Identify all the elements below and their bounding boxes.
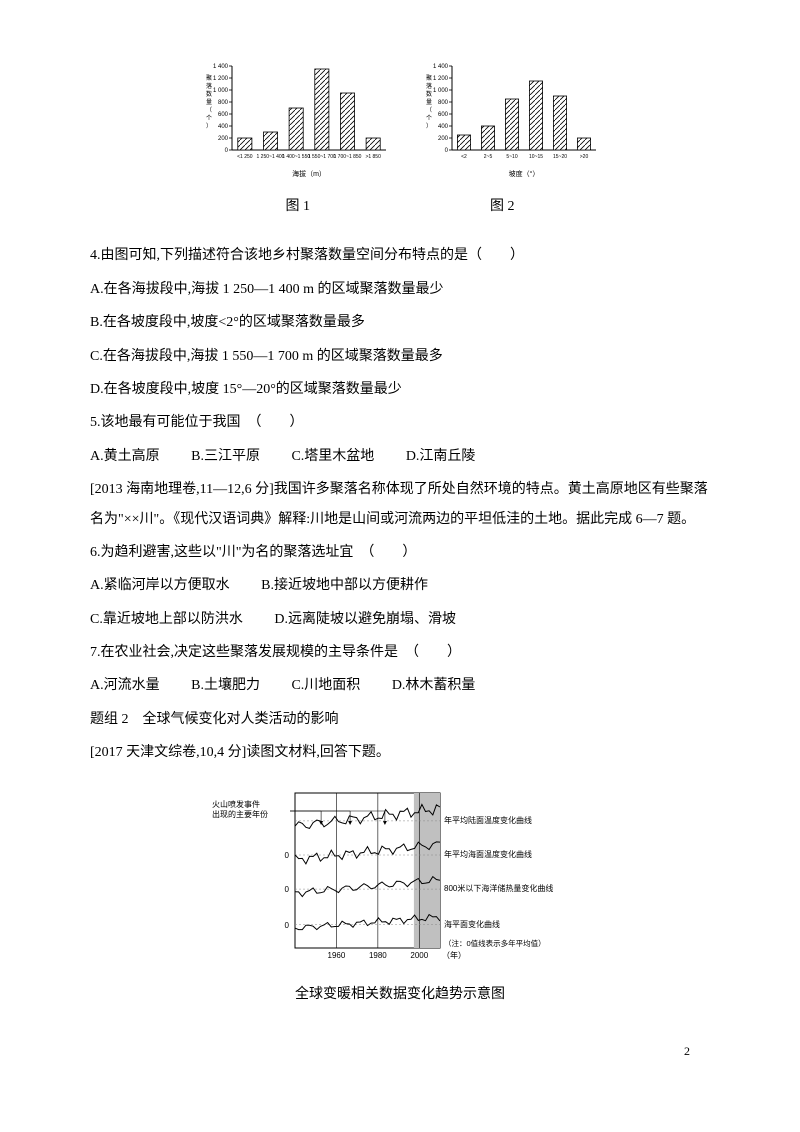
svg-text:年平均海面温度变化曲线: 年平均海面温度变化曲线 <box>444 849 532 859</box>
svg-text:1 250~1 400: 1 250~1 400 <box>257 154 285 160</box>
chart1-box: 0 200 400 600 800 1 000 1 200 1 400聚落数量（个） <1 25… <box>200 60 390 180</box>
svg-text:1960: 1960 <box>328 951 346 960</box>
svg-text:400: 400 <box>218 124 229 130</box>
chart1-caption: 图 1 <box>286 192 311 221</box>
svg-text:）: ） <box>206 123 212 130</box>
svg-text:落: 落 <box>206 82 212 90</box>
svg-text:）: ） <box>426 123 432 130</box>
q5-option-a: A.黄土高原 <box>90 442 160 471</box>
svg-text:个: 个 <box>426 115 432 122</box>
svg-text:600: 600 <box>218 112 229 118</box>
svg-text:<1 250: <1 250 <box>237 154 253 160</box>
svg-text:10~15: 10~15 <box>529 154 543 160</box>
q7-option-b: B.土壤肥力 <box>191 671 260 700</box>
chart1: 0 200 400 600 800 1 000 1 200 1 400聚落数量（个） <1 25… <box>200 60 390 180</box>
svg-text:聚: 聚 <box>206 75 212 82</box>
svg-text:800米以下海洋储热量变化曲线: 800米以下海洋储热量变化曲线 <box>444 883 553 893</box>
q6-options-row2: C.靠近坡地上部以防洪水 D.远离陡坡以避免崩塌、滑坡 <box>90 605 710 634</box>
q5-options: A.黄土高原 B.三江平原 C.塔里木盆地 D.江南丘陵 <box>90 442 710 471</box>
svg-text:5~10: 5~10 <box>506 154 517 160</box>
svg-text:1 550~1 700: 1 550~1 700 <box>308 154 336 160</box>
svg-text:坡度（°）: 坡度（°） <box>509 169 540 178</box>
q7-stem: 7.在农业社会,决定这些聚落发展规模的主导条件是 （ ） <box>90 638 710 667</box>
chart2-caption: 图 2 <box>490 192 515 221</box>
svg-text:0: 0 <box>285 851 290 860</box>
q5-option-d: D.江南丘陵 <box>406 442 476 471</box>
svg-text:0: 0 <box>285 885 290 894</box>
svg-text:600: 600 <box>438 112 449 118</box>
svg-text:海平面变化曲线: 海平面变化曲线 <box>444 918 500 928</box>
q6-option-c: C.靠近坡地上部以防洪水 <box>90 605 243 634</box>
svg-text:1 200: 1 200 <box>213 76 229 82</box>
svg-text:1 000: 1 000 <box>213 88 229 94</box>
svg-text:>20: >20 <box>580 154 589 160</box>
svg-text:1 400: 1 400 <box>433 64 449 70</box>
charts-row: 02004006008001 0001 2001 400聚落数量（个）<1 25… <box>90 60 710 180</box>
q6-option-a: A.紧临河岸以方便取水 <box>90 571 230 600</box>
svg-text:火山喷发事件: 火山喷发事件 <box>212 799 260 809</box>
svg-text:2~5: 2~5 <box>484 154 493 160</box>
passage-tj: [2017 天津文综卷,10,4 分]读图文材料,回答下题。 <box>90 738 710 767</box>
q4-option-a: A.在各海拔段中,海拔 1 250—1 400 m 的区域聚落数量最少 <box>90 275 710 304</box>
svg-text:1 200: 1 200 <box>433 76 449 82</box>
q7-option-a: A.河流水量 <box>90 671 160 700</box>
svg-text:15~20: 15~20 <box>553 154 567 160</box>
q4-option-d: D.在各坡度段中,坡度 15°—20°的区域聚落数量最少 <box>90 375 710 404</box>
svg-text:年平均陆面温度变化曲线: 年平均陆面温度变化曲线 <box>444 815 532 825</box>
svg-text:（: （ <box>426 107 432 114</box>
svg-text:落: 落 <box>426 82 432 90</box>
svg-text:（年）: （年） <box>442 950 466 960</box>
svg-text:数: 数 <box>426 90 432 98</box>
svg-text:0: 0 <box>225 148 229 154</box>
q6-options-row1: A.紧临河岸以方便取水 B.接近坡地中部以方便耕作 <box>90 571 710 600</box>
q4-option-b: B.在各坡度段中,坡度<2°的区域聚落数量最多 <box>90 308 710 337</box>
svg-text:>1 850: >1 850 <box>365 154 381 160</box>
chart-captions: 图 1 图 2 <box>90 192 710 221</box>
q6-option-b: B.接近坡地中部以方便耕作 <box>261 571 428 600</box>
svg-text:量: 量 <box>426 99 432 106</box>
svg-text:200: 200 <box>218 136 229 142</box>
q5-option-c: C.塔里木盆地 <box>291 442 374 471</box>
q5-stem: 5.该地最有可能位于我国 （ ） <box>90 408 710 437</box>
page: 02004006008001 0001 2001 400聚落数量（个）<1 25… <box>0 0 800 1094</box>
svg-text:量: 量 <box>206 99 212 106</box>
svg-text:海拔（m）: 海拔（m） <box>292 169 326 178</box>
svg-text:个: 个 <box>206 115 212 122</box>
svg-text:200: 200 <box>438 136 449 142</box>
svg-text:400: 400 <box>438 124 449 130</box>
svg-text:数: 数 <box>206 90 212 98</box>
q5-option-b: B.三江平原 <box>191 442 260 471</box>
chart2: 0 200 400 600 800 1 000 1 200 1 400聚落数量（个） <2 2~5… <box>420 60 600 180</box>
q4-stem: 4.由图可知,下列描述符合该地乡村聚落数量空间分布特点的是（ ） <box>90 241 710 270</box>
q6-stem: 6.为趋利避害,这些以"川"为名的聚落选址宜 （ ） <box>90 538 710 567</box>
svg-text:出现的主要年份: 出现的主要年份 <box>212 809 268 819</box>
svg-text:1 700~1 850: 1 700~1 850 <box>334 154 362 160</box>
svg-text:1980: 1980 <box>369 951 387 960</box>
svg-text:1 000: 1 000 <box>433 88 449 94</box>
svg-text:聚: 聚 <box>426 75 432 82</box>
trend-chart: 1960 1980 2000 （年） 火山喷发事件出现的主要年份年平均陆面温度变化曲线年… <box>210 788 590 968</box>
q7-option-c: C.川地面积 <box>291 671 360 700</box>
q7-options: A.河流水量 B.土壤肥力 C.川地面积 D.林木蓄积量 <box>90 671 710 700</box>
q7-option-d: D.林木蓄积量 <box>392 671 476 700</box>
section2-title: 题组 2 全球气候变化对人类活动的影响 <box>90 705 710 734</box>
svg-text:<2: <2 <box>461 154 467 160</box>
svg-text:（注：0值线表示多年平均值）: （注：0值线表示多年平均值） <box>444 938 546 948</box>
svg-text:0: 0 <box>285 920 290 929</box>
q4-option-c: C.在各海拔段中,海拔 1 550—1 700 m 的区域聚落数量最多 <box>90 342 710 371</box>
page-number: 2 <box>90 1039 710 1064</box>
chart2-box: 0 200 400 600 800 1 000 1 200 1 400聚落数量（个） <2 2~5… <box>420 60 600 180</box>
q6-option-d: D.远离陡坡以避免崩塌、滑坡 <box>274 605 456 634</box>
svg-text:800: 800 <box>218 100 229 106</box>
svg-text:0: 0 <box>445 148 449 154</box>
passage-67: [2013 海南地理卷,11—12,6 分]我国许多聚落名称体现了所处自然环境的… <box>90 475 710 534</box>
svg-text:800: 800 <box>438 100 449 106</box>
svg-text:2000: 2000 <box>410 951 428 960</box>
svg-text:1 400: 1 400 <box>213 64 229 70</box>
trend-chart-wrap: 1960 1980 2000 （年） 火山喷发事件出现的主要年份年平均陆面温度变化曲线年… <box>90 788 710 968</box>
svg-text:（: （ <box>206 107 212 114</box>
trend-chart-caption: 全球变暖相关数据变化趋势示意图 <box>90 980 710 1009</box>
svg-text:1 400~1 550: 1 400~1 550 <box>282 154 310 160</box>
